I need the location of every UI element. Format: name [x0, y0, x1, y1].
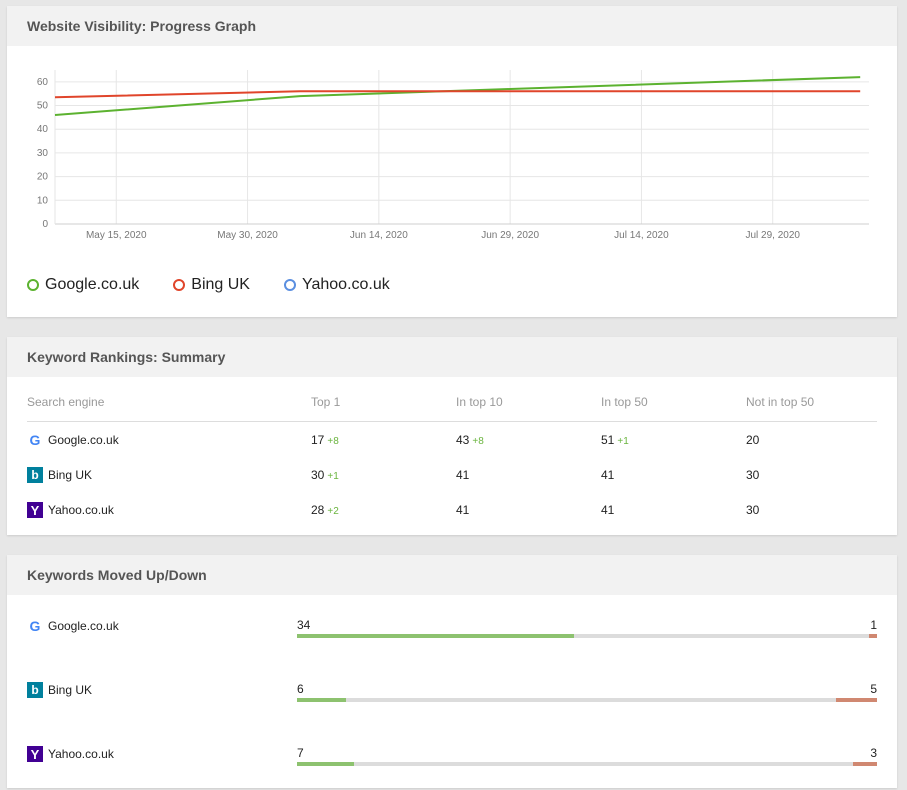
top1-delta: +1 [327, 471, 339, 482]
top10-delta: +8 [472, 436, 484, 447]
moved-up-bar [297, 762, 354, 766]
moved-bar-track [297, 698, 877, 702]
engine-name: Yahoo.co.uk [48, 747, 114, 761]
column-header: In top 10 [456, 395, 503, 409]
y-tick-label: 60 [37, 77, 49, 88]
engine-cell: G Google.co.uk [27, 432, 119, 448]
top50-cell: 51 +1 [601, 433, 629, 447]
engine-name: Bing UK [48, 683, 93, 697]
legend-label: Google.co.uk [45, 276, 140, 293]
moved-up-bar [297, 634, 575, 638]
not-top50-cell: 30 [746, 468, 760, 482]
column-header: In top 50 [601, 395, 648, 409]
top1-delta: +2 [327, 506, 339, 517]
engine-name: Bing UK [48, 468, 93, 482]
google-icon: G [29, 618, 41, 634]
top50-value: 51 [601, 433, 615, 447]
bing-icon: b [27, 467, 43, 483]
moved-down-bar [836, 698, 877, 702]
legend-marker-icon [27, 279, 39, 291]
moved-row-google: G Google.co.uk 34 1 [27, 618, 877, 658]
moved-panel: Keywords Moved Up/Down G Google.co.uk 34… [7, 555, 897, 788]
column-header: Not in top 50 [746, 395, 815, 409]
top1-value: 17 [311, 433, 325, 447]
engine-name: Google.co.uk [48, 619, 119, 633]
legend-item-google[interactable]: Google.co.uk [27, 276, 139, 294]
y-tick-label: 40 [37, 124, 49, 135]
legend-item-yahoo[interactable]: Yahoo.co.uk [283, 276, 390, 294]
x-tick-label: May 30, 2020 [217, 230, 278, 241]
engine-cell: b Bing UK [27, 467, 92, 483]
top1-value: 30 [311, 468, 325, 482]
table-row: b Bing UK 30 +1 41 41 30 [27, 465, 877, 485]
visibility-line-chart: 0 10 20 30 40 50 60 May 15, 2020 May 30, 2020 Jun… [37, 70, 869, 241]
table-header: Search engine Top 1 In top 10 In top 50 … [27, 395, 877, 422]
moved-up-count: 34 [297, 618, 311, 632]
top50-cell: 41 [601, 468, 615, 482]
moved-down-count: 1 [870, 618, 877, 632]
moved-up-count: 6 [297, 682, 304, 696]
moved-down-count: 3 [870, 746, 877, 760]
top1-cell: 17 +8 [311, 433, 339, 447]
legend-marker-icon [283, 279, 296, 291]
moved-down-bar [852, 762, 877, 766]
visibility-panel: Website Visibility: Progress Graph 0 10 20… [7, 6, 897, 317]
engine-cell: b Bing UK [27, 682, 92, 698]
top1-value: 28 [311, 503, 325, 517]
engine-cell: Y Yahoo.co.uk [27, 502, 114, 518]
top10-value: 43 [456, 433, 470, 447]
moved-bar-track [297, 762, 877, 766]
moved-row-bing: b Bing UK 6 5 [27, 682, 877, 722]
top10-cell: 41 [456, 503, 470, 517]
chart-legend: Google.co.uk Bing UK Yahoo.co.uk [27, 275, 424, 295]
not-top50-cell: 20 [746, 433, 760, 447]
yahoo-icon: Y [27, 746, 43, 762]
table-row: G Google.co.uk 17 +8 43 +8 51 +1 20 [27, 430, 877, 450]
panel-title: Keywords Moved Up/Down [7, 555, 897, 595]
rankings-panel: Keyword Rankings: Summary Search engine … [7, 337, 897, 535]
top10-cell: 41 [456, 468, 470, 482]
moved-bar-track [297, 634, 877, 638]
top1-cell: 30 +1 [311, 468, 339, 482]
x-tick-label: Jun 14, 2020 [350, 230, 408, 241]
y-tick-label: 30 [37, 148, 49, 159]
panel-title: Website Visibility: Progress Graph [7, 6, 897, 46]
moved-row-yahoo: Y Yahoo.co.uk 7 3 [27, 746, 877, 786]
series-line-google-co-uk [54, 76, 861, 116]
panel-title: Keyword Rankings: Summary [7, 337, 897, 377]
y-tick-label: 20 [37, 172, 49, 183]
google-icon: G [29, 432, 41, 448]
y-tick-label: 50 [37, 101, 49, 112]
top1-cell: 28 +2 [311, 503, 339, 517]
top50-delta: +1 [617, 436, 629, 447]
not-top50-cell: 30 [746, 503, 760, 517]
table-row: Y Yahoo.co.uk 28 +2 41 41 30 [27, 500, 877, 520]
moved-down-count: 5 [870, 682, 877, 696]
legend-label: Bing UK [191, 276, 250, 293]
engine-name: Google.co.uk [48, 433, 119, 447]
x-tick-label: May 15, 2020 [86, 230, 147, 241]
legend-marker-icon [173, 279, 186, 291]
y-tick-label: 10 [37, 195, 49, 206]
column-header: Search engine [27, 395, 105, 409]
legend-item-bing[interactable]: Bing UK [173, 276, 250, 294]
x-tick-label: Jun 29, 2020 [481, 230, 539, 241]
engine-name: Yahoo.co.uk [48, 503, 114, 517]
series-line-bing-uk [54, 90, 861, 99]
yahoo-icon: Y [27, 502, 43, 518]
moved-up-bar [297, 698, 346, 702]
x-tick-label: Jul 29, 2020 [745, 230, 800, 241]
top1-delta: +8 [327, 436, 339, 447]
moved-down-bar [868, 634, 877, 638]
engine-cell: G Google.co.uk [27, 618, 119, 634]
y-tick-label: 0 [42, 219, 48, 230]
top10-cell: 43 +8 [456, 433, 484, 447]
moved-up-count: 7 [297, 746, 304, 760]
x-tick-label: Jul 14, 2020 [614, 230, 669, 241]
legend-label: Yahoo.co.uk [301, 276, 390, 293]
column-header: Top 1 [311, 395, 341, 409]
engine-cell: Y Yahoo.co.uk [27, 746, 114, 762]
top50-cell: 41 [601, 503, 615, 517]
bing-icon: b [27, 682, 43, 698]
